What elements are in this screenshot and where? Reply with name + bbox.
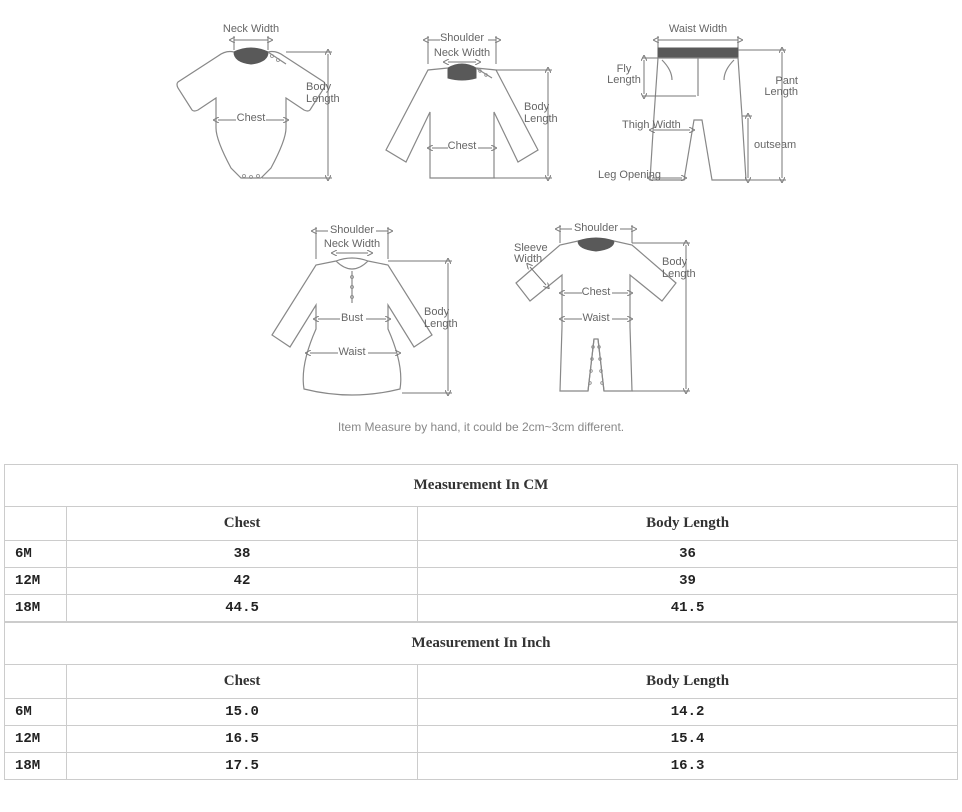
cell-body: 16.3 [418,753,958,780]
label-outseam: outseam [754,139,796,151]
table-row: 6M 38 36 [5,541,958,568]
label-waist: Waist [338,346,365,358]
cell-size: 18M [5,595,67,622]
cell-chest: 17.5 [67,753,418,780]
label-shoulder: Shoulder [440,32,484,44]
table-cm-title: Measurement In CM [5,465,958,507]
cell-chest: 38 [67,541,418,568]
label-fly-length: FlyLength [607,63,641,86]
label-thigh-width: Thigh Width [622,119,681,131]
label-neck-width: Neck Width [434,47,490,59]
label-bust: Bust [341,312,363,324]
cell-body: 15.4 [418,726,958,753]
cell-size: 6M [5,541,67,568]
label-leg-opening: Leg Opening [598,169,661,181]
measurement-tables: Measurement In CM Chest Body Length 6M 3… [0,464,962,800]
cell-body: 41.5 [418,595,958,622]
label-shoulder: Shoulder [330,224,374,236]
diagram-pants: Waist Width FlyLength Thigh Width [586,20,806,200]
table-row: 18M 17.5 16.3 [5,753,958,780]
table-in-title: Measurement In Inch [5,623,958,665]
table-row: 12M 42 39 [5,568,958,595]
measurement-diagrams: Neck Width Chest [0,0,962,464]
diagram-row-1: Neck Width Chest [0,20,962,200]
col-chest: Chest [67,665,418,699]
col-body-length: Body Length [418,507,958,541]
label-chest: Chest [237,112,266,124]
cell-size: 6M [5,699,67,726]
table-cm: Measurement In CM Chest Body Length 6M 3… [4,464,958,622]
cell-size: 12M [5,568,67,595]
diagram-jumpsuit: Shoulder SleeveWidth C [486,215,706,405]
diagram-onesie: Neck Width Chest [156,20,346,200]
table-row: 12M 16.5 15.4 [5,726,958,753]
label-chest: Chest [448,140,477,152]
label-body-length: BodyLength [424,306,458,330]
label-sleeve-width: SleeveWidth [514,242,548,265]
col-size [5,507,67,541]
label-body-length: BodyLength [524,101,558,125]
cell-size: 18M [5,753,67,780]
label-waist-width: Waist Width [669,23,727,35]
label-pant-length: PantLength [764,75,798,98]
col-chest: Chest [67,507,418,541]
label-neck-width: Neck Width [223,23,279,35]
diagram-row-2: Shoulder Neck Width Bust [0,215,962,405]
label-body-length: BodyLength [306,81,340,105]
diagram-shirt: Shoulder Neck Width Chest [366,20,566,200]
table-inch: Measurement In Inch Chest Body Length 6M… [4,622,958,780]
label-waist: Waist [582,312,609,324]
table-row: 18M 44.5 41.5 [5,595,958,622]
label-body-length: BodyLength [662,256,696,280]
table-row: 6M 15.0 14.2 [5,699,958,726]
measurement-note: Item Measure by hand, it could be 2cm~3c… [0,420,962,434]
label-chest: Chest [582,286,611,298]
cell-chest: 16.5 [67,726,418,753]
cell-body: 36 [418,541,958,568]
diagram-dress: Shoulder Neck Width Bust [256,215,466,405]
cell-body: 14.2 [418,699,958,726]
label-shoulder: Shoulder [574,222,618,234]
cell-chest: 42 [67,568,418,595]
label-neck-width: Neck Width [324,238,380,250]
col-body-length: Body Length [418,665,958,699]
cell-chest: 15.0 [67,699,418,726]
cell-chest: 44.5 [67,595,418,622]
cell-body: 39 [418,568,958,595]
cell-size: 12M [5,726,67,753]
col-size [5,665,67,699]
